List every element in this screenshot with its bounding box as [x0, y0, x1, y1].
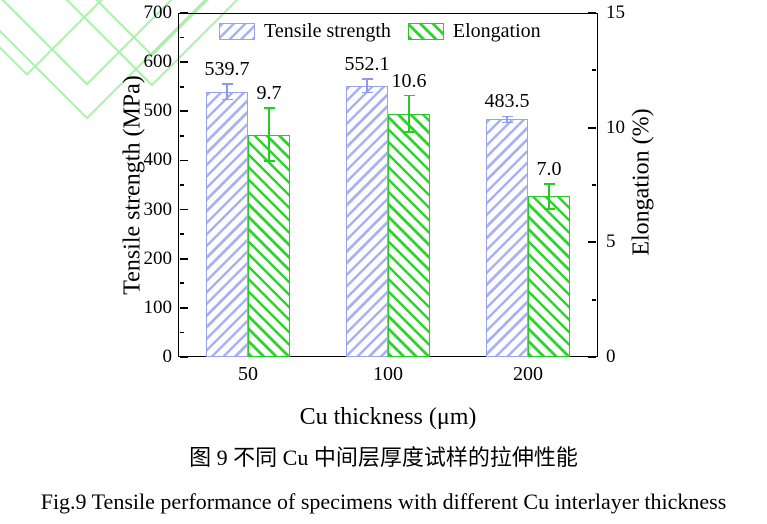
x-tick-label: 200 [513, 363, 543, 385]
y-right-major-tick [588, 241, 597, 244]
bar-elong-50 [248, 134, 290, 357]
bar-tensile-100 [346, 85, 388, 357]
y-left-major-tick [179, 110, 188, 113]
y-right-tick-label: 5 [606, 231, 616, 253]
error-bar-elong [408, 95, 410, 133]
y-right-minor-tick [591, 184, 597, 186]
y-right-major-tick [588, 126, 597, 129]
caption-chinese: 图 9 不同 Cu 中间层厚度试样的拉伸性能 [189, 445, 578, 470]
y-right-major-tick [588, 12, 597, 14]
y-left-tick-label: 300 [143, 198, 173, 220]
error-cap-bottom [221, 98, 233, 101]
y-left-tick-label: 400 [143, 149, 173, 171]
error-cap-top [221, 83, 233, 85]
y-left-major-tick [179, 257, 188, 260]
y-left-minor-tick [179, 36, 185, 39]
y-right-tick-label: 0 [606, 346, 616, 367]
error-cap-bottom [263, 160, 275, 162]
y-left-major-tick [179, 159, 188, 162]
y-left-major-tick [179, 12, 188, 14]
error-bar-elong [268, 108, 270, 161]
y-left-tick-label: 100 [143, 296, 173, 318]
error-cap-top [263, 107, 275, 109]
y-left-minor-tick [179, 282, 185, 285]
y-left-major-tick [179, 306, 188, 309]
error-cap-bottom [543, 208, 555, 210]
error-cap-top [543, 183, 555, 185]
error-cap-bottom [403, 131, 415, 134]
bar-tensile-200 [486, 119, 528, 357]
y-right-tick-label: 15 [606, 2, 625, 23]
y-left-minor-tick [179, 233, 185, 236]
legend-label-tensile: Tensile strength [264, 20, 391, 42]
y-left-major-tick [179, 61, 188, 64]
legend-swatch-elongation [407, 23, 444, 40]
bar-elong-100 [388, 113, 430, 357]
y-right-minor-tick [591, 69, 597, 72]
y-left-major-tick [179, 208, 188, 211]
value-label-elong: 10.6 [391, 69, 427, 92]
y-left-minor-tick [179, 85, 185, 88]
value-label-tensile: 539.7 [204, 57, 250, 80]
error-cap-bottom [361, 91, 373, 94]
y-right-major-tick [588, 356, 597, 358]
error-bar-tensile [366, 78, 368, 93]
legend-swatch-tensile [219, 23, 255, 40]
value-label-elong: 7.0 [536, 157, 562, 180]
error-cap-bottom [501, 121, 513, 124]
bar-tensile-50 [206, 91, 248, 357]
chart-legend: Tensile strength Elongation [219, 20, 549, 43]
value-label-tensile: 483.5 [484, 90, 530, 113]
error-bar-tensile [506, 116, 508, 123]
x-tick-label: 100 [373, 363, 403, 385]
y-left-tick-label: 200 [143, 247, 173, 269]
value-label-elong: 9.7 [256, 82, 282, 105]
caption-english: Fig.9 Tensile performance of specimens w… [40, 489, 727, 514]
x-tick-label: 50 [238, 363, 258, 385]
y-right-tick-label: 10 [606, 116, 625, 138]
error-cap-top [501, 115, 513, 118]
y-left-tick-label: 500 [143, 100, 173, 122]
y-left-major-tick [179, 356, 188, 358]
x-axis-title: Cu thickness (μm) [299, 404, 477, 430]
error-bar-elong [548, 183, 550, 210]
value-label-tensile: 552.1 [344, 52, 390, 75]
y-left-tick-label: 0 [162, 346, 173, 367]
error-bar-tensile [226, 83, 228, 100]
y-left-minor-tick [179, 184, 185, 186]
y-left-tick-label: 700 [143, 2, 173, 23]
y-left-minor-tick [179, 134, 185, 137]
error-cap-top [403, 94, 415, 97]
y-left-tick-label: 600 [143, 51, 173, 73]
y-right-minor-tick [591, 298, 597, 301]
y-left-minor-tick [179, 331, 185, 334]
bar-elong-200 [528, 196, 570, 357]
legend-label-elongation: Elongation [452, 20, 541, 42]
error-cap-top [361, 78, 373, 80]
